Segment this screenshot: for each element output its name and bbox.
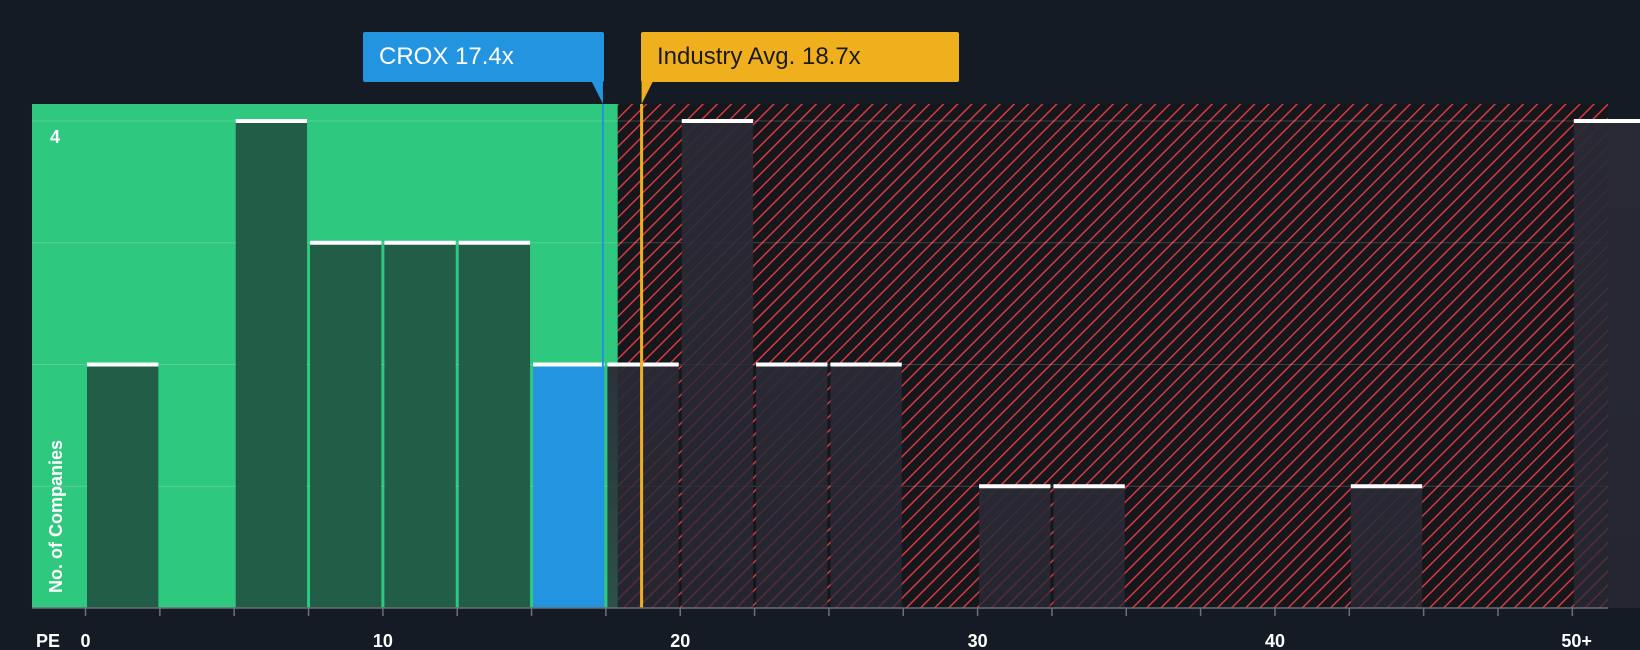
bar-cap [310,240,382,245]
histogram-bar [830,364,902,608]
company-callout-pointer [590,80,603,104]
histogram-bar [87,364,159,608]
bar-cap [979,484,1051,489]
x-tick-label: 50+ [1561,631,1592,650]
histogram-bar [1350,486,1423,608]
bar-cap [1350,484,1423,489]
histogram-bar [533,364,605,608]
histogram-bar [235,121,308,608]
x-axis-label: PE [36,631,60,650]
histogram-bar [979,486,1051,608]
bar-cap [1573,119,1640,123]
value-markers [590,80,654,608]
histogram-bar [756,364,828,608]
bar-cap [756,362,828,367]
x-tick-label: 0 [81,631,91,650]
industry-callout-pointer [641,80,654,104]
histogram-bar [310,242,382,608]
bar-cap [830,362,902,367]
histogram-bar [681,121,754,608]
x-tick-label: 40 [1265,631,1285,650]
bar-cap [384,240,456,245]
y-tick-label: 4 [50,127,60,147]
x-tick-label: 10 [373,631,393,650]
bar-cap [681,119,754,123]
histogram-bar [1573,121,1640,608]
bar-cap [235,119,308,123]
histogram-bar [1053,486,1125,608]
histogram-bar [384,242,456,608]
bar-cap [1053,484,1125,489]
bar-cap [458,240,531,245]
y-axis-label: No. of Companies [46,440,66,593]
x-axis: 0 10 20 30 40 50+ [32,607,1608,650]
bar-cap [87,362,159,367]
company-pe-callout: CROX 17.4x [363,32,604,82]
x-tick-label: 30 [968,631,988,650]
bar-cap [533,362,605,367]
x-tick-label: 20 [670,631,690,650]
histogram-bars [87,119,1640,608]
industry-avg-callout: Industry Avg. 18.7x [641,32,959,82]
histogram-bar [458,242,531,608]
